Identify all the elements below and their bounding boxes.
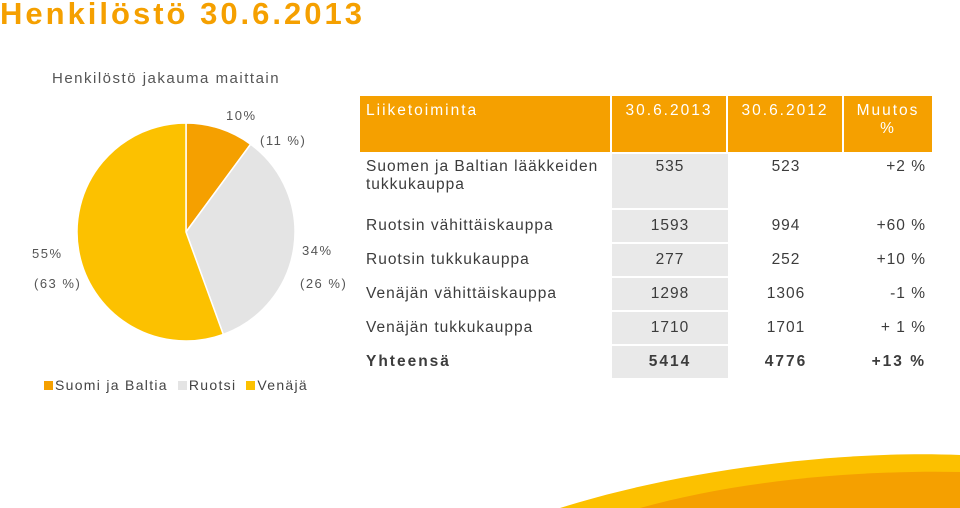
- header-business: Liiketoiminta: [360, 96, 612, 152]
- legend-swatch-venaja: [246, 380, 256, 390]
- table-total-row: Yhteensä 5414 4776 +13 %: [360, 344, 932, 378]
- pie-prev-label-suomi: (11 %): [260, 133, 307, 148]
- pie-label-suomi: 10%: [226, 108, 257, 123]
- row-value-2012: 1701: [728, 310, 844, 344]
- pie-legend: Suomi ja Baltia Ruotsi Venäjä: [44, 377, 308, 393]
- row-value-2013: 1593: [612, 208, 728, 242]
- row-name: Ruotsin vähittäiskauppa: [360, 208, 612, 242]
- row-change: +60 %: [844, 208, 932, 242]
- legend-label-venaja: Venäjä: [257, 377, 308, 393]
- row-value-2013: 1298: [612, 276, 728, 310]
- table-row: Suomen ja Baltian lääkkeiden tukkukauppa…: [360, 152, 932, 208]
- pie-chart-title: Henkilöstö jakauma maittain: [52, 70, 281, 87]
- legend-swatch-ruotsi: [177, 380, 187, 390]
- row-change: + 1 %: [844, 310, 932, 344]
- slide-title: Henkilöstö 30.6.2013: [0, 0, 365, 31]
- pie-slice-venaja: [76, 122, 225, 342]
- total-change: +13 %: [844, 344, 932, 378]
- row-change: -1 %: [844, 276, 932, 310]
- table-header-row: Liiketoiminta 30.6.2013 30.6.2012 Muutos…: [360, 96, 932, 152]
- legend-item-ruotsi: Ruotsi: [177, 377, 237, 393]
- row-value-2013: 1710: [612, 310, 728, 344]
- row-value-2012: 1306: [728, 276, 844, 310]
- row-name: Ruotsin tukkukauppa: [360, 242, 612, 276]
- legend-label-ruotsi: Ruotsi: [188, 377, 237, 393]
- total-value-2013: 5414: [612, 344, 728, 378]
- legend-label-suomi: Suomi ja Baltia: [55, 377, 168, 393]
- total-name: Yhteensä: [360, 344, 612, 378]
- pie-slice-ruotsi: [185, 143, 296, 336]
- pie-prev-label-venaja: (63 %): [34, 276, 82, 291]
- table-row: Ruotsin vähittäiskauppa 1593 994 +60 %: [360, 208, 932, 242]
- table-row: Venäjän vähittäiskauppa 1298 1306 -1 %: [360, 276, 932, 310]
- row-name: Venäjän tukkukauppa: [360, 310, 612, 344]
- row-value-2012: 523: [728, 152, 844, 208]
- row-value-2012: 252: [728, 242, 844, 276]
- table-row: Venäjän tukkukauppa 1710 1701 + 1 %: [360, 310, 932, 344]
- legend-swatch-suomi: [44, 380, 53, 390]
- row-change: +2 %: [844, 152, 932, 208]
- total-value-2012: 4776: [728, 344, 844, 378]
- table-row: Ruotsin tukkukauppa 277 252 +10 %: [360, 242, 932, 276]
- row-value-2012: 994: [728, 208, 844, 242]
- row-name: Suomen ja Baltian lääkkeiden tukkukauppa: [360, 152, 612, 208]
- pie-label-ruotsi: 34%: [302, 243, 333, 258]
- staff-table: Liiketoiminta 30.6.2013 30.6.2012 Muutos…: [360, 96, 932, 378]
- header-2013: 30.6.2013: [612, 96, 728, 152]
- row-change: +10 %: [844, 242, 932, 276]
- header-2012: 30.6.2012: [728, 96, 844, 152]
- row-name: Venäjän vähittäiskauppa: [360, 276, 612, 310]
- row-value-2013: 535: [612, 152, 728, 208]
- legend-item-suomi: Suomi ja Baltia: [44, 377, 168, 393]
- pie-prev-label-ruotsi: (26 %): [300, 276, 348, 291]
- header-change: Muutos %: [844, 96, 932, 152]
- pie-label-venaja: 55%: [32, 246, 63, 261]
- row-value-2013: 277: [612, 242, 728, 276]
- legend-item-venaja: Venäjä: [246, 377, 308, 393]
